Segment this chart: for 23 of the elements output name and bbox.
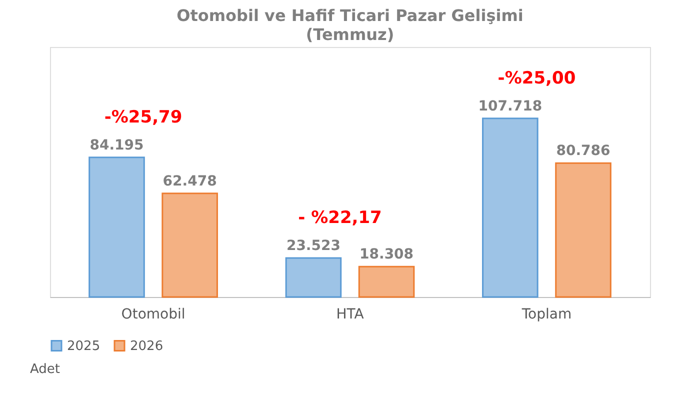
bar (555, 162, 612, 298)
data-label: 80.786 (556, 143, 610, 160)
annotation: - %22,17 (298, 208, 382, 228)
data-label: 18.308 (360, 246, 414, 263)
x-tick-label: Otomobil (121, 306, 186, 322)
annotation: -%25,79 (104, 107, 182, 128)
legend-label: 2026 (130, 338, 164, 354)
bar (88, 156, 145, 298)
data-label: 107.718 (478, 98, 542, 114)
chart-subtitle: (Temmuz) (306, 25, 394, 44)
text: Adet (30, 362, 60, 377)
data-label: 23.523 (286, 238, 340, 254)
text: -%25,00 (498, 68, 576, 88)
data-label: 62.478 (162, 173, 217, 190)
chart-title: Otomobil ve Hafif Ticari Pazar Gelişimi (176, 6, 524, 25)
data-label: 84.195 (90, 137, 144, 154)
x-tick-label: HTA (336, 306, 364, 322)
x-tick-label: Toplam (520, 306, 572, 322)
bar (162, 192, 218, 298)
bar (285, 257, 342, 298)
legend-label: 2025 (67, 338, 100, 354)
bar (482, 118, 538, 298)
bar (358, 266, 415, 298)
